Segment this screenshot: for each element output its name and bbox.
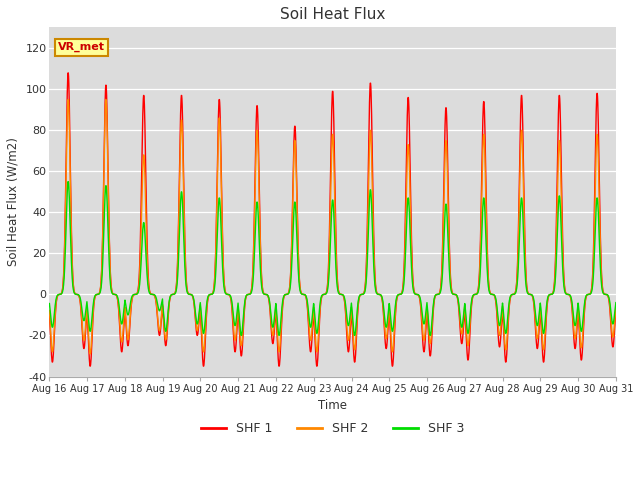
SHF 3 [498, 307, 506, 313]
SHF 1 [64, 70, 72, 76]
SHF 1 [204, 298, 211, 304]
SHF 1 [563, 291, 570, 297]
SHF 3 [64, 179, 72, 184]
Legend: SHF 1, SHF 2, SHF 3: SHF 1, SHF 2, SHF 3 [196, 417, 470, 440]
SHF 2 [498, 312, 506, 318]
SHF 1 [612, 306, 620, 312]
SHF 2 [86, 351, 94, 357]
SHF 3 [563, 291, 570, 297]
Line: SHF 2: SHF 2 [49, 99, 616, 354]
SHF 1 [275, 363, 283, 369]
SHF 2 [204, 296, 212, 301]
SHF 2 [578, 342, 586, 348]
Y-axis label: Soil Heat Flux (W/m2): Soil Heat Flux (W/m2) [7, 137, 20, 266]
SHF 1 [362, 274, 370, 279]
SHF 1 [578, 353, 586, 359]
SHF 3 [426, 333, 434, 338]
Text: VR_met: VR_met [58, 42, 105, 52]
Line: SHF 3: SHF 3 [49, 181, 616, 336]
SHF 1 [45, 311, 53, 316]
SHF 2 [64, 96, 72, 102]
Line: SHF 1: SHF 1 [49, 73, 616, 366]
SHF 2 [349, 337, 357, 343]
SHF 3 [204, 295, 211, 301]
SHF 3 [349, 322, 357, 328]
SHF 2 [45, 308, 53, 313]
SHF 1 [498, 318, 506, 324]
SHF 3 [612, 300, 620, 305]
X-axis label: Time: Time [318, 399, 347, 412]
Title: Soil Heat Flux: Soil Heat Flux [280, 7, 385, 22]
SHF 2 [362, 278, 370, 284]
SHF 1 [349, 348, 357, 353]
SHF 3 [45, 300, 53, 306]
SHF 3 [578, 326, 586, 332]
SHF 2 [563, 291, 570, 297]
SHF 3 [362, 285, 369, 291]
SHF 2 [612, 303, 620, 309]
